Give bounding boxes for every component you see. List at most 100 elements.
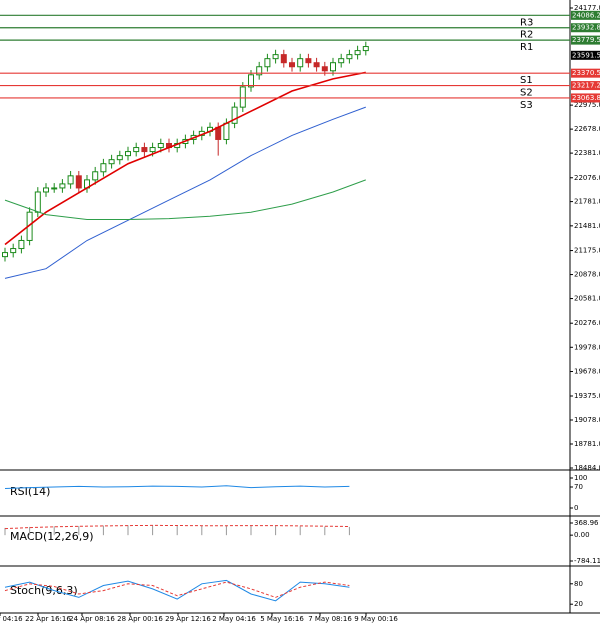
y-tick-label: 70 — [574, 483, 583, 491]
x-tick-label: 28 Apr 00:16 — [117, 615, 163, 623]
pivot-value: 24086.2 — [572, 11, 600, 19]
indicator-line — [4, 71, 366, 246]
pivot-value: 23217.2 — [572, 82, 600, 90]
candle-body — [248, 74, 254, 88]
indicator-title: MACD(12,26,9) — [10, 530, 94, 543]
x-tick-label: 2 May 04:16 — [212, 615, 256, 623]
y-tick-label: 21781.0 — [574, 198, 600, 206]
y-tick-label: 22381.0 — [574, 149, 600, 157]
x-tick-label: 5 May 16:16 — [260, 615, 304, 623]
y-tick-label: 24177.0 — [574, 4, 600, 12]
y-tick-label: 18484.0 — [574, 464, 600, 472]
y-tick-label: 0 — [574, 504, 578, 512]
indicator-line — [4, 581, 350, 598]
candle-body — [149, 147, 156, 153]
y-tick-label: 20878.0 — [574, 271, 600, 279]
y-tick-label: 21175.0 — [574, 247, 600, 255]
candle-body — [321, 66, 328, 72]
candle-body — [67, 175, 74, 185]
candle-body — [280, 54, 287, 64]
candle-body — [256, 66, 263, 76]
candle-body — [108, 159, 115, 165]
candle-body — [34, 191, 41, 213]
candle-body — [100, 163, 107, 173]
pivot-tag — [571, 68, 600, 78]
candle-body — [10, 248, 17, 254]
candle-body — [330, 62, 336, 72]
candle-body — [18, 239, 25, 250]
y-tick-label: 20276.0 — [574, 319, 600, 327]
candle-body — [75, 175, 82, 189]
indicator-line — [4, 485, 350, 489]
x-tick-label: r 04:16 — [0, 615, 23, 623]
candle-body — [116, 155, 123, 161]
candle-body — [354, 50, 361, 56]
pivot-name: S2 — [520, 88, 533, 99]
candle-body — [239, 86, 246, 108]
price-tag — [571, 50, 600, 60]
candle-body — [264, 58, 271, 68]
y-tick-label: 19375.0 — [574, 392, 600, 400]
histogram-bar — [78, 525, 80, 536]
histogram-bar — [275, 525, 277, 536]
candle-body — [2, 252, 8, 258]
histogram-bar — [4, 527, 6, 536]
histogram-bar — [53, 526, 55, 536]
candle-body — [297, 58, 304, 68]
y-tick-label: 0.00 — [574, 531, 590, 539]
candle-body — [157, 143, 164, 149]
candle-body — [141, 147, 148, 153]
histogram-bar — [152, 525, 154, 536]
indicator-title: Stoch(9,6,3) — [10, 584, 78, 597]
indicator-line — [4, 579, 350, 602]
histogram-bar — [348, 526, 350, 536]
indicator-line — [4, 179, 366, 220]
candle-body — [133, 147, 140, 153]
pivot-tag — [571, 23, 600, 33]
pivot-value: 23370.5 — [572, 69, 600, 77]
candle-body — [125, 151, 131, 157]
candle-body — [92, 171, 99, 181]
y-tick-label: 19978.0 — [574, 343, 600, 351]
y-tick-label: 22975.0 — [574, 101, 600, 109]
candle-body — [231, 106, 238, 124]
indicator-line — [4, 524, 350, 530]
pivot-name: R2 — [520, 30, 533, 41]
y-tick-label: -784.11 — [574, 557, 600, 565]
pivot-name: S3 — [520, 100, 533, 111]
pivot-value: 23063.8 — [572, 94, 600, 102]
histogram-bar — [127, 525, 129, 536]
histogram-bar — [201, 525, 203, 536]
pivot-name: S1 — [520, 75, 533, 86]
y-tick-label: 22678.0 — [574, 125, 600, 133]
last-price: 23591.5 — [572, 51, 600, 59]
pivot-value: 23779.5 — [572, 36, 600, 44]
y-tick-label: 368.96 — [574, 519, 599, 527]
pivot-value: 23932.8 — [572, 24, 600, 32]
candle-body — [43, 187, 49, 193]
histogram-bar — [225, 525, 227, 536]
histogram-bar — [102, 525, 104, 536]
y-tick-label: 19678.0 — [574, 368, 600, 376]
candle-body — [305, 58, 312, 64]
x-tick-label: 9 May 00:16 — [354, 615, 398, 623]
pivot-tag — [571, 93, 600, 103]
candle-body — [59, 183, 66, 189]
y-tick-label: 18781.0 — [574, 440, 600, 448]
candle-body — [289, 62, 295, 68]
indicator-line — [4, 106, 366, 279]
histogram-bar — [29, 526, 31, 536]
candle-body — [215, 126, 222, 140]
x-tick-label: 29 Apr 12:16 — [165, 615, 211, 623]
pivot-tag — [571, 81, 600, 91]
x-tick-label: 24 Apr 08:16 — [69, 615, 115, 623]
candle-body — [223, 122, 230, 140]
pivot-tag — [571, 35, 600, 45]
histogram-bar — [250, 525, 252, 536]
pivot-tag — [571, 10, 600, 20]
y-tick-label: 20581.0 — [574, 295, 600, 303]
histogram-bar — [299, 526, 301, 536]
y-tick-label: 21481.0 — [574, 222, 600, 230]
